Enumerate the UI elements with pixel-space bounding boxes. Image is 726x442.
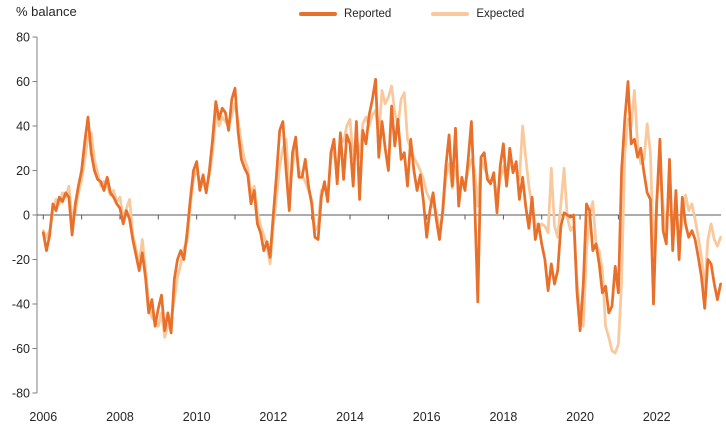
x-tick-label: 2006 — [29, 410, 57, 424]
y-tick-label: 0 — [23, 208, 30, 222]
x-tick-label: 2018 — [489, 410, 517, 424]
y-tick-label: -40 — [12, 297, 30, 311]
x-tick-label: 2010 — [183, 410, 211, 424]
y-tick-label: 20 — [16, 164, 30, 178]
y-tick-label: 60 — [16, 75, 30, 89]
legend: Reported Expected — [299, 8, 524, 20]
y-tick-label: 80 — [16, 30, 30, 44]
y-tick-label: -60 — [12, 342, 30, 356]
x-tick-label: 2020 — [566, 410, 594, 424]
y-tick-label: -80 — [12, 386, 30, 400]
reported-line-swatch — [299, 12, 337, 16]
y-tick-label: 40 — [16, 119, 30, 133]
x-tick-label: 2014 — [336, 410, 364, 424]
expected-line-swatch — [431, 12, 470, 16]
x-tick-label: 2008 — [106, 410, 134, 424]
reported-line — [41, 77, 722, 335]
x-tick-label: 2012 — [259, 410, 287, 424]
x-tick-label: 2016 — [413, 410, 441, 424]
y-axis-title: % balance — [16, 4, 77, 19]
y-tick-label: -20 — [12, 253, 30, 267]
x-tick-label: 2022 — [643, 410, 671, 424]
legend-label-reported: Reported — [344, 8, 392, 20]
legend-label-expected: Expected — [476, 8, 525, 20]
